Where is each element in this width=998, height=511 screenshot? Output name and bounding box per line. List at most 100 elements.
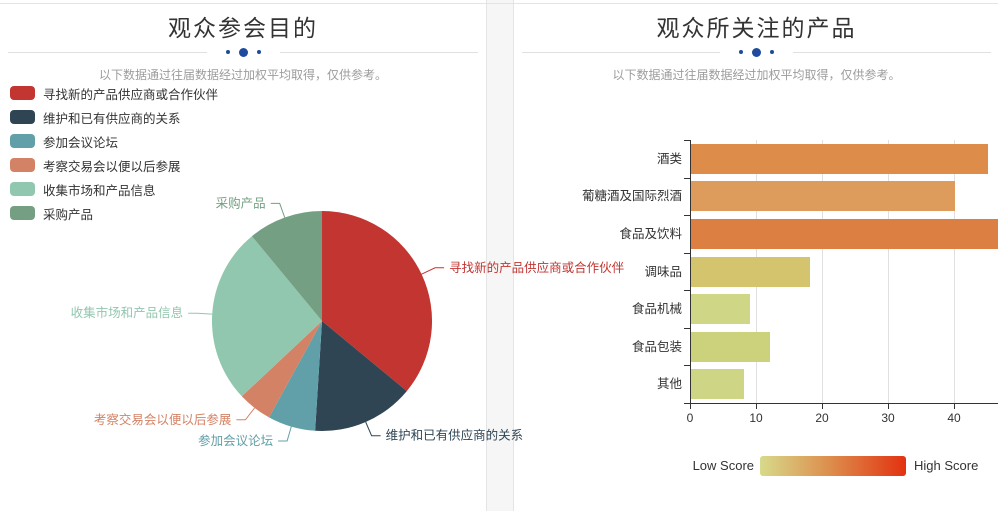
legend-item[interactable]: 收集市场和产品信息: [10, 181, 218, 198]
x-tick-label: 10: [749, 411, 763, 425]
legend-swatch-icon: [10, 206, 35, 220]
y-axis-tick: [684, 215, 690, 217]
x-tick-label: 40: [947, 411, 961, 425]
legend-swatch-icon: [10, 182, 35, 196]
bar[interactable]: [691, 331, 771, 362]
divider-dot-small-icon: [256, 50, 261, 54]
divider-line: [8, 51, 207, 53]
bar-chart: 0 10 20 30 40 酒类葡糖酒及国际烈酒食品及饮料调味品食品机械食品包装其他: [514, 0, 998, 511]
x-axis-tick: [954, 404, 955, 409]
bar[interactable]: [691, 218, 998, 249]
pie-slice[interactable]: [269, 321, 322, 431]
pie-label-line: [421, 267, 445, 275]
data-disclaimer: 以下数据通过往届数据经过加权平均取得，仅供参考。: [98, 68, 387, 82]
x-tick-label: 20: [815, 411, 829, 425]
pie-slice[interactable]: [251, 211, 322, 321]
legend-swatch-icon: [10, 86, 35, 100]
legend-item[interactable]: 考察交易会以便以后参展: [10, 157, 218, 174]
pie-slice[interactable]: [322, 211, 433, 392]
legend-item[interactable]: 维护和已有供应商的关系: [10, 109, 218, 126]
bar[interactable]: [691, 181, 955, 212]
y-axis-line: [690, 140, 691, 403]
x-axis-tick: [888, 404, 889, 409]
pie-slice-label: 采购产品: [216, 195, 266, 210]
bar[interactable]: [691, 294, 751, 325]
divider-line: [279, 51, 478, 53]
y-axis-tick: [684, 177, 690, 179]
legend-item[interactable]: 采购产品: [10, 205, 218, 222]
x-axis-tick: [756, 404, 757, 409]
high-score-label: High Score: [914, 458, 979, 473]
divider-dot-large-icon: [238, 47, 248, 57]
x-axis-line: [690, 403, 998, 404]
pie-slice[interactable]: [211, 236, 322, 397]
divider-dot-small-icon: [739, 50, 743, 54]
legend-swatch-icon: [10, 158, 35, 172]
page-title: 观众所关注的产品: [656, 15, 857, 41]
y-axis-tick: [684, 140, 690, 141]
bar-category-label: 葡糖酒及国际烈酒: [581, 189, 682, 204]
bar-category-label: 酒类: [656, 151, 682, 166]
title-divider: [522, 47, 991, 57]
bar[interactable]: [691, 256, 810, 287]
bar[interactable]: [691, 369, 744, 400]
bar-category-label: 调味品: [644, 264, 682, 279]
pie-label-line: [270, 202, 286, 218]
x-tick-label: 30: [881, 411, 895, 425]
legend-item[interactable]: 寻找新的产品供应商或合作伙伴: [10, 85, 219, 102]
divider-line: [793, 51, 991, 53]
legend-item[interactable]: 参加会议论坛: [10, 133, 218, 150]
x-axis-tick: [822, 404, 823, 409]
divider-dot-small-icon: [770, 50, 774, 54]
bar-category-label: 食品机械: [631, 302, 682, 317]
y-axis-tick: [684, 290, 690, 292]
legend-label: 参加会议论坛: [43, 135, 119, 150]
pie-slice-label: 收集市场和产品信息: [71, 305, 184, 320]
pie-slice-label: 寻找新的产品供应商或合作伙伴: [449, 260, 625, 275]
pie-slice-label: 考察交易会以便以后参展: [94, 412, 232, 427]
pie-slice-label: 维护和已有供应商的关系: [386, 428, 524, 443]
divider-dot-large-icon: [752, 47, 761, 57]
y-axis-tick: [684, 365, 690, 367]
grid-line: [954, 140, 955, 403]
pie-label-line: [365, 421, 381, 437]
legend-swatch-icon: [10, 110, 35, 124]
legend-label: 维护和已有供应商的关系: [43, 111, 181, 126]
y-axis-tick: [684, 252, 690, 254]
pie-label-line: [188, 312, 213, 315]
x-axis-tick: [690, 404, 691, 409]
divider-line: [522, 51, 720, 53]
data-disclaimer: 以下数据通过往届数据经过加权平均取得，仅供参考。: [612, 68, 901, 82]
pie-slice-label: 参加会议论坛: [198, 433, 273, 448]
score-gradient-legend: Low Score High Score: [514, 456, 998, 476]
legend-label: 考察交易会以便以后参展: [43, 159, 181, 174]
score-gradient-bar[interactable]: [760, 456, 906, 476]
x-tick-label: 0: [686, 411, 694, 425]
legend-swatch-icon: [10, 134, 35, 148]
legend-label: 收集市场和产品信息: [43, 183, 156, 198]
grid-line: [888, 140, 889, 403]
legend-label: 采购产品: [43, 207, 94, 222]
legend-label: 寻找新的产品供应商或合作伙伴: [43, 87, 219, 102]
y-axis-tick: [684, 327, 690, 329]
panel-attendance-purpose: 观众参会目的 以下数据通过往届数据经过加权平均取得，仅供参考。 寻找新的产品供应…: [0, 0, 625, 511]
low-score-label: Low Score: [692, 458, 754, 473]
pie-label-line: [278, 426, 292, 442]
pie-label-line: [236, 407, 255, 421]
bar-category-label: 食品包装: [631, 339, 682, 354]
page-title: 观众参会目的: [168, 15, 318, 41]
pie-slice[interactable]: [315, 321, 407, 432]
pie-slice[interactable]: [241, 321, 322, 418]
pie-legend: 寻找新的产品供应商或合作伙伴 维护和已有供应商的关系 参加会议论坛考察交易会以便以后…: [10, 85, 218, 229]
y-axis-tick: [684, 403, 690, 404]
divider-dot-small-icon: [225, 50, 230, 54]
bar-category-label: 其他: [656, 377, 682, 392]
grid-line: [822, 140, 823, 403]
bar[interactable]: [691, 143, 988, 174]
bar-category-label: 食品及饮料: [619, 226, 682, 241]
title-divider: [8, 47, 478, 57]
panel-focused-products: 观众所关注的产品 以下数据通过往届数据经过加权平均取得，仅供参考。 0 10 20 3…: [513, 0, 998, 511]
top-border: [0, 3, 998, 4]
